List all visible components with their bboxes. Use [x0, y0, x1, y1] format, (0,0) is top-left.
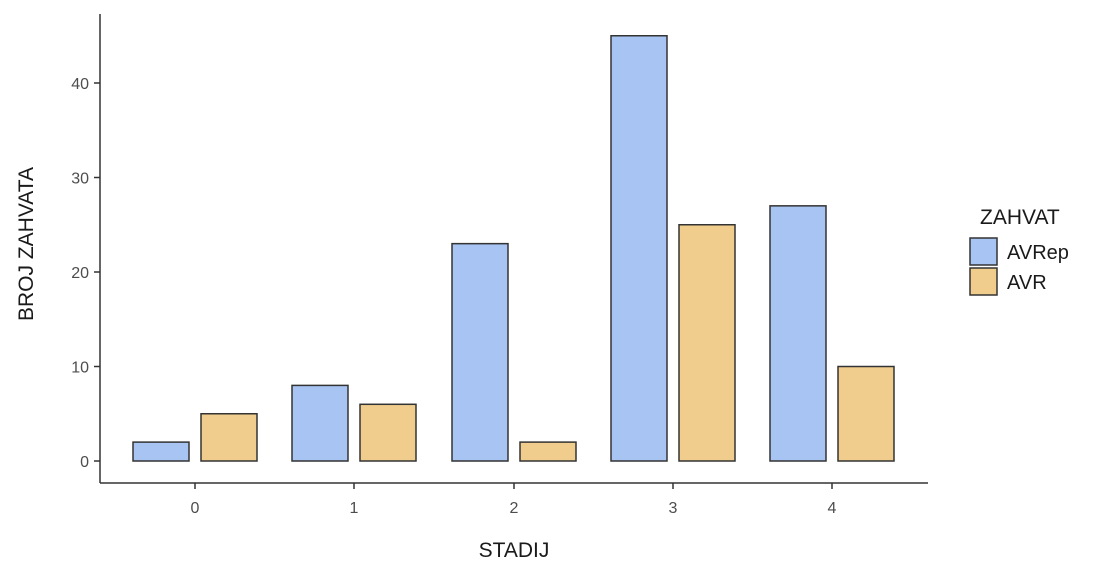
bar-avrep-4: [769, 205, 827, 462]
bar-avrep-0: [132, 441, 190, 462]
bar-avr-1: [359, 403, 417, 462]
x-tick-label: 1: [350, 500, 359, 517]
legend-label-avr: AVR: [1007, 272, 1047, 294]
legend-key-avr: [969, 267, 998, 296]
y-ticks-group: 0 10 20 30 40: [71, 76, 100, 471]
y-tick-label: 0: [80, 454, 89, 471]
y-tick-label: 40: [71, 76, 89, 93]
bar-avrep-3: [610, 35, 668, 462]
legend-title: ZAHVAT: [980, 206, 1060, 229]
x-ticks-group: 0 1 2 3 4: [191, 483, 837, 517]
bar-avr-3: [678, 224, 736, 462]
y-tick-label: 30: [71, 171, 89, 188]
bar-avrep-2: [451, 242, 509, 462]
x-tick-label: 2: [510, 500, 519, 517]
legend: ZAHVAT AVRep AVR: [969, 206, 1069, 296]
bar-avr-4: [837, 365, 895, 462]
y-tick-label: 10: [71, 360, 89, 377]
bar-avrep-1: [291, 384, 349, 462]
x-tick-label: 4: [828, 500, 837, 517]
bars-group: [132, 35, 895, 462]
x-tick-label: 3: [669, 500, 678, 517]
y-tick-label: 20: [71, 265, 89, 282]
x-axis-title: STADIJ: [479, 539, 550, 561]
bar-avr-2: [519, 441, 577, 462]
legend-key-avrep: [969, 237, 998, 266]
y-axis-title: BROJ ZAHVATA: [15, 167, 38, 321]
bar-avr-0: [200, 413, 258, 462]
x-tick-label: 0: [191, 500, 200, 517]
legend-label-avrep: AVRep: [1007, 242, 1069, 264]
